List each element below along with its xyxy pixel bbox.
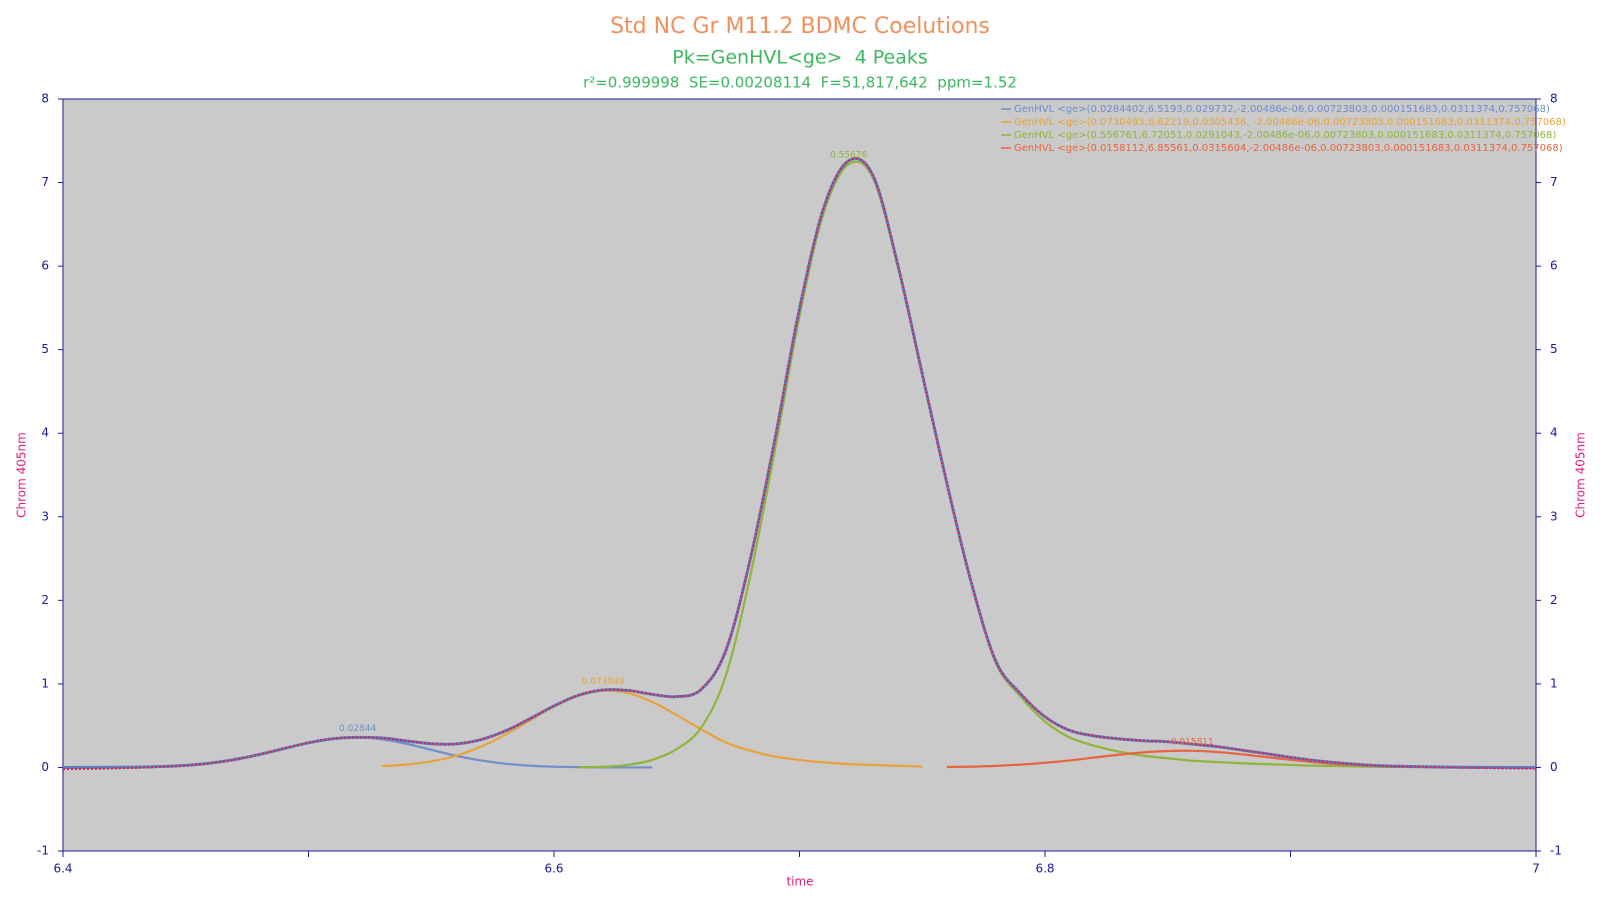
y-tick-label: 1: [41, 676, 49, 690]
x-tick-label: 6.6: [544, 862, 563, 876]
y2-tick-label: 6: [1550, 259, 1558, 273]
y2-tick-label: 5: [1550, 342, 1558, 356]
y2-axis-label: Chrom 405nm: [1574, 432, 1588, 518]
chart-subtitle: Pk=GenHVL<ge> 4 Peaks: [672, 47, 928, 69]
component-line: [382, 689, 923, 768]
y2-tick-label: 7: [1550, 175, 1558, 189]
x-tick-label: 6.8: [1035, 862, 1054, 876]
x-tick-label: 6.4: [53, 862, 72, 876]
y-tick-label: 7: [41, 175, 49, 189]
peak-label: 0.073049: [582, 677, 625, 687]
y-tick-label: 5: [41, 342, 49, 356]
legend-label: GenHVL <ge>(0.556761,6.72051,0.0291043,-…: [1014, 130, 1556, 141]
y-tick-label: 0: [41, 760, 49, 774]
y-axis-label: Chrom 405nm: [15, 432, 29, 518]
y-tick-label: 4: [41, 426, 49, 440]
y-tick-label: 6: [41, 259, 49, 273]
y2-tick-label: 4: [1550, 426, 1558, 440]
y2-tick-label: 2: [1550, 593, 1558, 607]
y2-tick-label: 1: [1550, 676, 1558, 690]
y2-tick-label: 0: [1550, 760, 1558, 774]
x-axis-label: time: [786, 875, 813, 889]
y-tick-label: 8: [41, 92, 49, 106]
chart-title: Std NC Gr M11.2 BDMC Coelutions: [610, 14, 990, 39]
y-tick-label: 2: [41, 593, 49, 607]
y2-tick-label: -1: [1550, 844, 1562, 858]
legend-label: GenHVL <ge>(0.0284402,6.5193,0.029732,-2…: [1014, 104, 1550, 115]
x-tick-label: 7: [1532, 862, 1540, 876]
peak-label: 0.015811: [1171, 737, 1214, 747]
plot-area: [62, 98, 1537, 852]
legend-label: GenHVL <ge>(0.0730493,6.62219,0.0305436,…: [1014, 117, 1566, 128]
fit-stats: r²=0.999998 SE=0.00208114 F=51,817,642 p…: [583, 74, 1017, 92]
legend-label: GenHVL <ge>(0.0158112,6.85561,0.0315604,…: [1014, 143, 1563, 154]
y2-tick-label: 3: [1550, 509, 1558, 523]
y-tick-label: -1: [37, 844, 49, 858]
peak-label: 0.02844: [339, 724, 376, 734]
peak-label: 0.55676: [830, 151, 867, 161]
fit-line: [62, 157, 1537, 769]
y2-tick-label: 8: [1550, 92, 1558, 106]
y-tick-label: 3: [41, 509, 49, 523]
